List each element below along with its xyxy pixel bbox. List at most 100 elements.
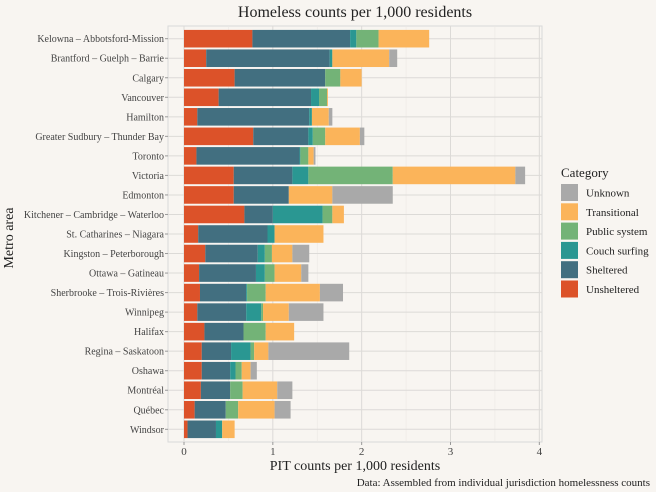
bar-segment: [183, 303, 198, 321]
y-tick-label: Kelowna – Abbotsford-Mission: [37, 34, 164, 45]
legend-label: Couch surfing: [586, 245, 649, 257]
bar-segment: [183, 108, 198, 126]
bar-segment: [322, 205, 333, 224]
bar-segment: [222, 420, 235, 439]
bar-segment: [272, 205, 323, 224]
legend-label: Unsheltered: [586, 284, 640, 296]
bar-segment: [308, 166, 393, 185]
bar-segment: [332, 205, 344, 224]
bar-segment: [183, 400, 195, 419]
bar-segment: [225, 400, 239, 419]
bar-segment: [252, 29, 351, 48]
legend-label: Public system: [586, 226, 648, 238]
bar-segment: [265, 283, 320, 302]
y-tick-label: Vancouver: [121, 93, 164, 104]
bar-segment: [319, 283, 344, 302]
bar-segment: [183, 88, 219, 107]
bar-segment: [183, 68, 235, 87]
y-tick-label: Edmonton: [122, 190, 164, 201]
bar-segment: [206, 49, 330, 68]
bar-segment: [230, 361, 236, 380]
bar-segment: [244, 205, 273, 224]
bar-segment: [183, 283, 200, 302]
bar-segment: [183, 420, 188, 439]
x-tick-labels: 0 1 2 3 4: [181, 442, 543, 458]
bar-segment: [197, 303, 247, 321]
legend-label: Sheltered: [586, 265, 628, 277]
y-tick-label: Toronto: [132, 151, 164, 162]
legend-key: [561, 261, 578, 279]
x-axis-label: PIT counts per 1,000 residents: [270, 459, 440, 474]
y-tick-label: Kingston – Peterborough: [63, 249, 164, 260]
bar-segment: [332, 186, 393, 204]
legend-title: Category: [561, 165, 609, 180]
x-tick-label: 0: [181, 446, 187, 458]
bar-segment: [301, 264, 309, 282]
bar-segment: [233, 166, 293, 185]
bar-segment: [327, 88, 328, 107]
bar-segment: [183, 381, 201, 400]
bar-segment: [183, 322, 205, 341]
bar-segment: [257, 244, 265, 263]
bar-segment: [313, 147, 316, 165]
bar-segment: [194, 400, 226, 419]
bar-segment: [246, 303, 262, 321]
caption: Data: Assembled from individual jurisdic…: [357, 477, 650, 489]
bar-segment: [201, 361, 231, 380]
bar-segment: [359, 127, 365, 146]
bar-segment: [196, 147, 300, 165]
bar-segment: [183, 29, 253, 48]
legend: Category Unknown Transitional Public syste…: [561, 165, 649, 298]
bar-segment: [288, 303, 324, 321]
bar-segment: [274, 264, 302, 282]
bar-segment: [308, 147, 314, 165]
bar-segment: [204, 322, 244, 341]
bar-segment: [183, 166, 234, 185]
y-tick-label: Regina – Saskatoon: [85, 347, 164, 358]
bar-segment: [238, 400, 275, 419]
y-tick-label: St. Catharines – Niagara: [66, 230, 164, 241]
bar-segment: [325, 127, 360, 146]
bar-segment: [325, 68, 341, 87]
bar-segment: [356, 29, 379, 48]
bar-segment: [183, 225, 199, 243]
bar-segment: [274, 400, 291, 419]
bar-segment: [183, 49, 207, 68]
y-tick-label: Windsor: [130, 425, 165, 436]
bar-segment: [199, 264, 256, 282]
bar-segment: [332, 49, 390, 68]
y-tick-label: Oshawa: [132, 366, 165, 377]
y-tick-labels: Kelowna – Abbotsford-Mission Brantford – …: [24, 34, 168, 436]
y-tick-label: Kitchener – Cambridge – Waterloo: [24, 210, 164, 221]
bar-segment: [233, 186, 289, 204]
bar-segment: [183, 127, 254, 146]
bar-segment: [261, 303, 264, 321]
y-axis-label: Metro area: [2, 207, 17, 269]
legend-label: Transitional: [586, 207, 639, 219]
bar-segment: [183, 244, 206, 263]
bar-segment: [308, 127, 313, 146]
bar-segment: [183, 361, 202, 380]
bar-segment: [350, 29, 357, 48]
bar-segment: [247, 283, 266, 302]
bar-segment: [264, 264, 275, 282]
bar-segment: [183, 264, 200, 282]
bar-segment: [241, 361, 251, 380]
bar-segment: [271, 244, 293, 263]
y-tick-label: Winnipeg: [125, 308, 164, 319]
x-tick-label: 4: [537, 446, 543, 458]
bar-segment: [329, 49, 333, 68]
bar-segment: [253, 127, 309, 146]
bar-segment: [515, 166, 526, 185]
bar-segment: [264, 244, 272, 263]
bar-segment: [263, 303, 289, 321]
bar-segment: [274, 225, 324, 243]
legend-key: [561, 241, 578, 259]
y-tick-label: Sherbrooke – Trois-Rivières: [51, 288, 164, 299]
legend-label: Unknown: [586, 188, 630, 200]
bar-segment: [311, 108, 329, 126]
legend-key: [561, 184, 578, 201]
bar-segment: [183, 342, 202, 360]
bar-segment: [292, 166, 309, 185]
bar-segment: [392, 166, 516, 185]
